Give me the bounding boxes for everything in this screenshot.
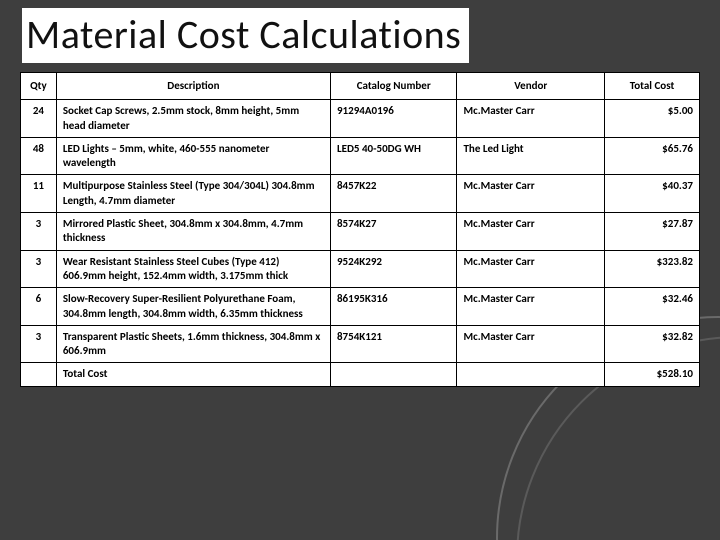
table-header-row: Qty Description Catalog Number Vendor To… xyxy=(21,73,700,100)
cell-qty: 3 xyxy=(21,250,57,288)
cell-vend: Mc.Master Carr xyxy=(457,100,605,138)
cell-cost: $65.76 xyxy=(605,137,700,175)
cell-qty: 48 xyxy=(21,137,57,175)
cell-desc: Transparent Plastic Sheets, 1.6mm thickn… xyxy=(56,325,330,363)
cell-vend: Mc.Master Carr xyxy=(457,175,605,213)
cell-desc: Mirrored Plastic Sheet, 304.8mm x 304.8m… xyxy=(56,213,330,251)
cell-vend: The Led Light xyxy=(457,137,605,175)
table-total-row: Total Cost $528.10 xyxy=(21,363,700,386)
cell-qty: 3 xyxy=(21,213,57,251)
cell-cost: $27.87 xyxy=(605,213,700,251)
table-row: 48 LED Lights – 5mm, white, 460-555 nano… xyxy=(21,137,700,175)
cell-cost: $40.37 xyxy=(605,175,700,213)
cell-cat: 8574K27 xyxy=(330,213,457,251)
cell-desc: Wear Resistant Stainless Steel Cubes (Ty… xyxy=(56,250,330,288)
table-row: 6 Slow-Recovery Super-Resilient Polyuret… xyxy=(21,288,700,326)
col-header-cost: Total Cost xyxy=(605,73,700,100)
cell-desc: LED Lights – 5mm, white, 460-555 nanomet… xyxy=(56,137,330,175)
cost-table: Qty Description Catalog Number Vendor To… xyxy=(20,72,700,387)
cell-cost: $32.46 xyxy=(605,288,700,326)
table-row: 3 Wear Resistant Stainless Steel Cubes (… xyxy=(21,250,700,288)
cell-desc: Multipurpose Stainless Steel (Type 304/3… xyxy=(56,175,330,213)
cell-cost: $323.82 xyxy=(605,250,700,288)
cell-qty-empty xyxy=(21,363,57,386)
cell-desc: Slow-Recovery Super-Resilient Polyuretha… xyxy=(56,288,330,326)
cell-vend: Mc.Master Carr xyxy=(457,250,605,288)
cell-cat: 9524K292 xyxy=(330,250,457,288)
cell-cost: $5.00 xyxy=(605,100,700,138)
cell-qty: 3 xyxy=(21,325,57,363)
cell-vend: Mc.Master Carr xyxy=(457,213,605,251)
slide: Material Cost Calculations Qty Descripti… xyxy=(0,0,720,540)
cell-total-label: Total Cost xyxy=(56,363,330,386)
cell-cat: 8754K121 xyxy=(330,325,457,363)
table-row: 3 Transparent Plastic Sheets, 1.6mm thic… xyxy=(21,325,700,363)
cell-cat: 86195K316 xyxy=(330,288,457,326)
cost-table-element: Qty Description Catalog Number Vendor To… xyxy=(20,72,700,387)
col-header-qty: Qty xyxy=(21,73,57,100)
cell-cat: 91294A0196 xyxy=(330,100,457,138)
cell-desc: Socket Cap Screws, 2.5mm stock, 8mm heig… xyxy=(56,100,330,138)
cell-vend: Mc.Master Carr xyxy=(457,288,605,326)
table-row: 24 Socket Cap Screws, 2.5mm stock, 8mm h… xyxy=(21,100,700,138)
col-header-vendor: Vendor xyxy=(457,73,605,100)
col-header-catalog: Catalog Number xyxy=(330,73,457,100)
cell-qty: 6 xyxy=(21,288,57,326)
cell-vend-empty xyxy=(457,363,605,386)
cell-qty: 24 xyxy=(21,100,57,138)
cell-cat-empty xyxy=(330,363,457,386)
table-row: 3 Mirrored Plastic Sheet, 304.8mm x 304.… xyxy=(21,213,700,251)
cell-cat: LED5 40-50DG WH xyxy=(330,137,457,175)
cell-total-cost: $528.10 xyxy=(605,363,700,386)
col-header-desc: Description xyxy=(56,73,330,100)
cell-cost: $32.82 xyxy=(605,325,700,363)
cell-cat: 8457K22 xyxy=(330,175,457,213)
table-row: 11 Multipurpose Stainless Steel (Type 30… xyxy=(21,175,700,213)
page-title: Material Cost Calculations xyxy=(22,8,469,63)
cell-qty: 11 xyxy=(21,175,57,213)
cell-vend: Mc.Master Carr xyxy=(457,325,605,363)
